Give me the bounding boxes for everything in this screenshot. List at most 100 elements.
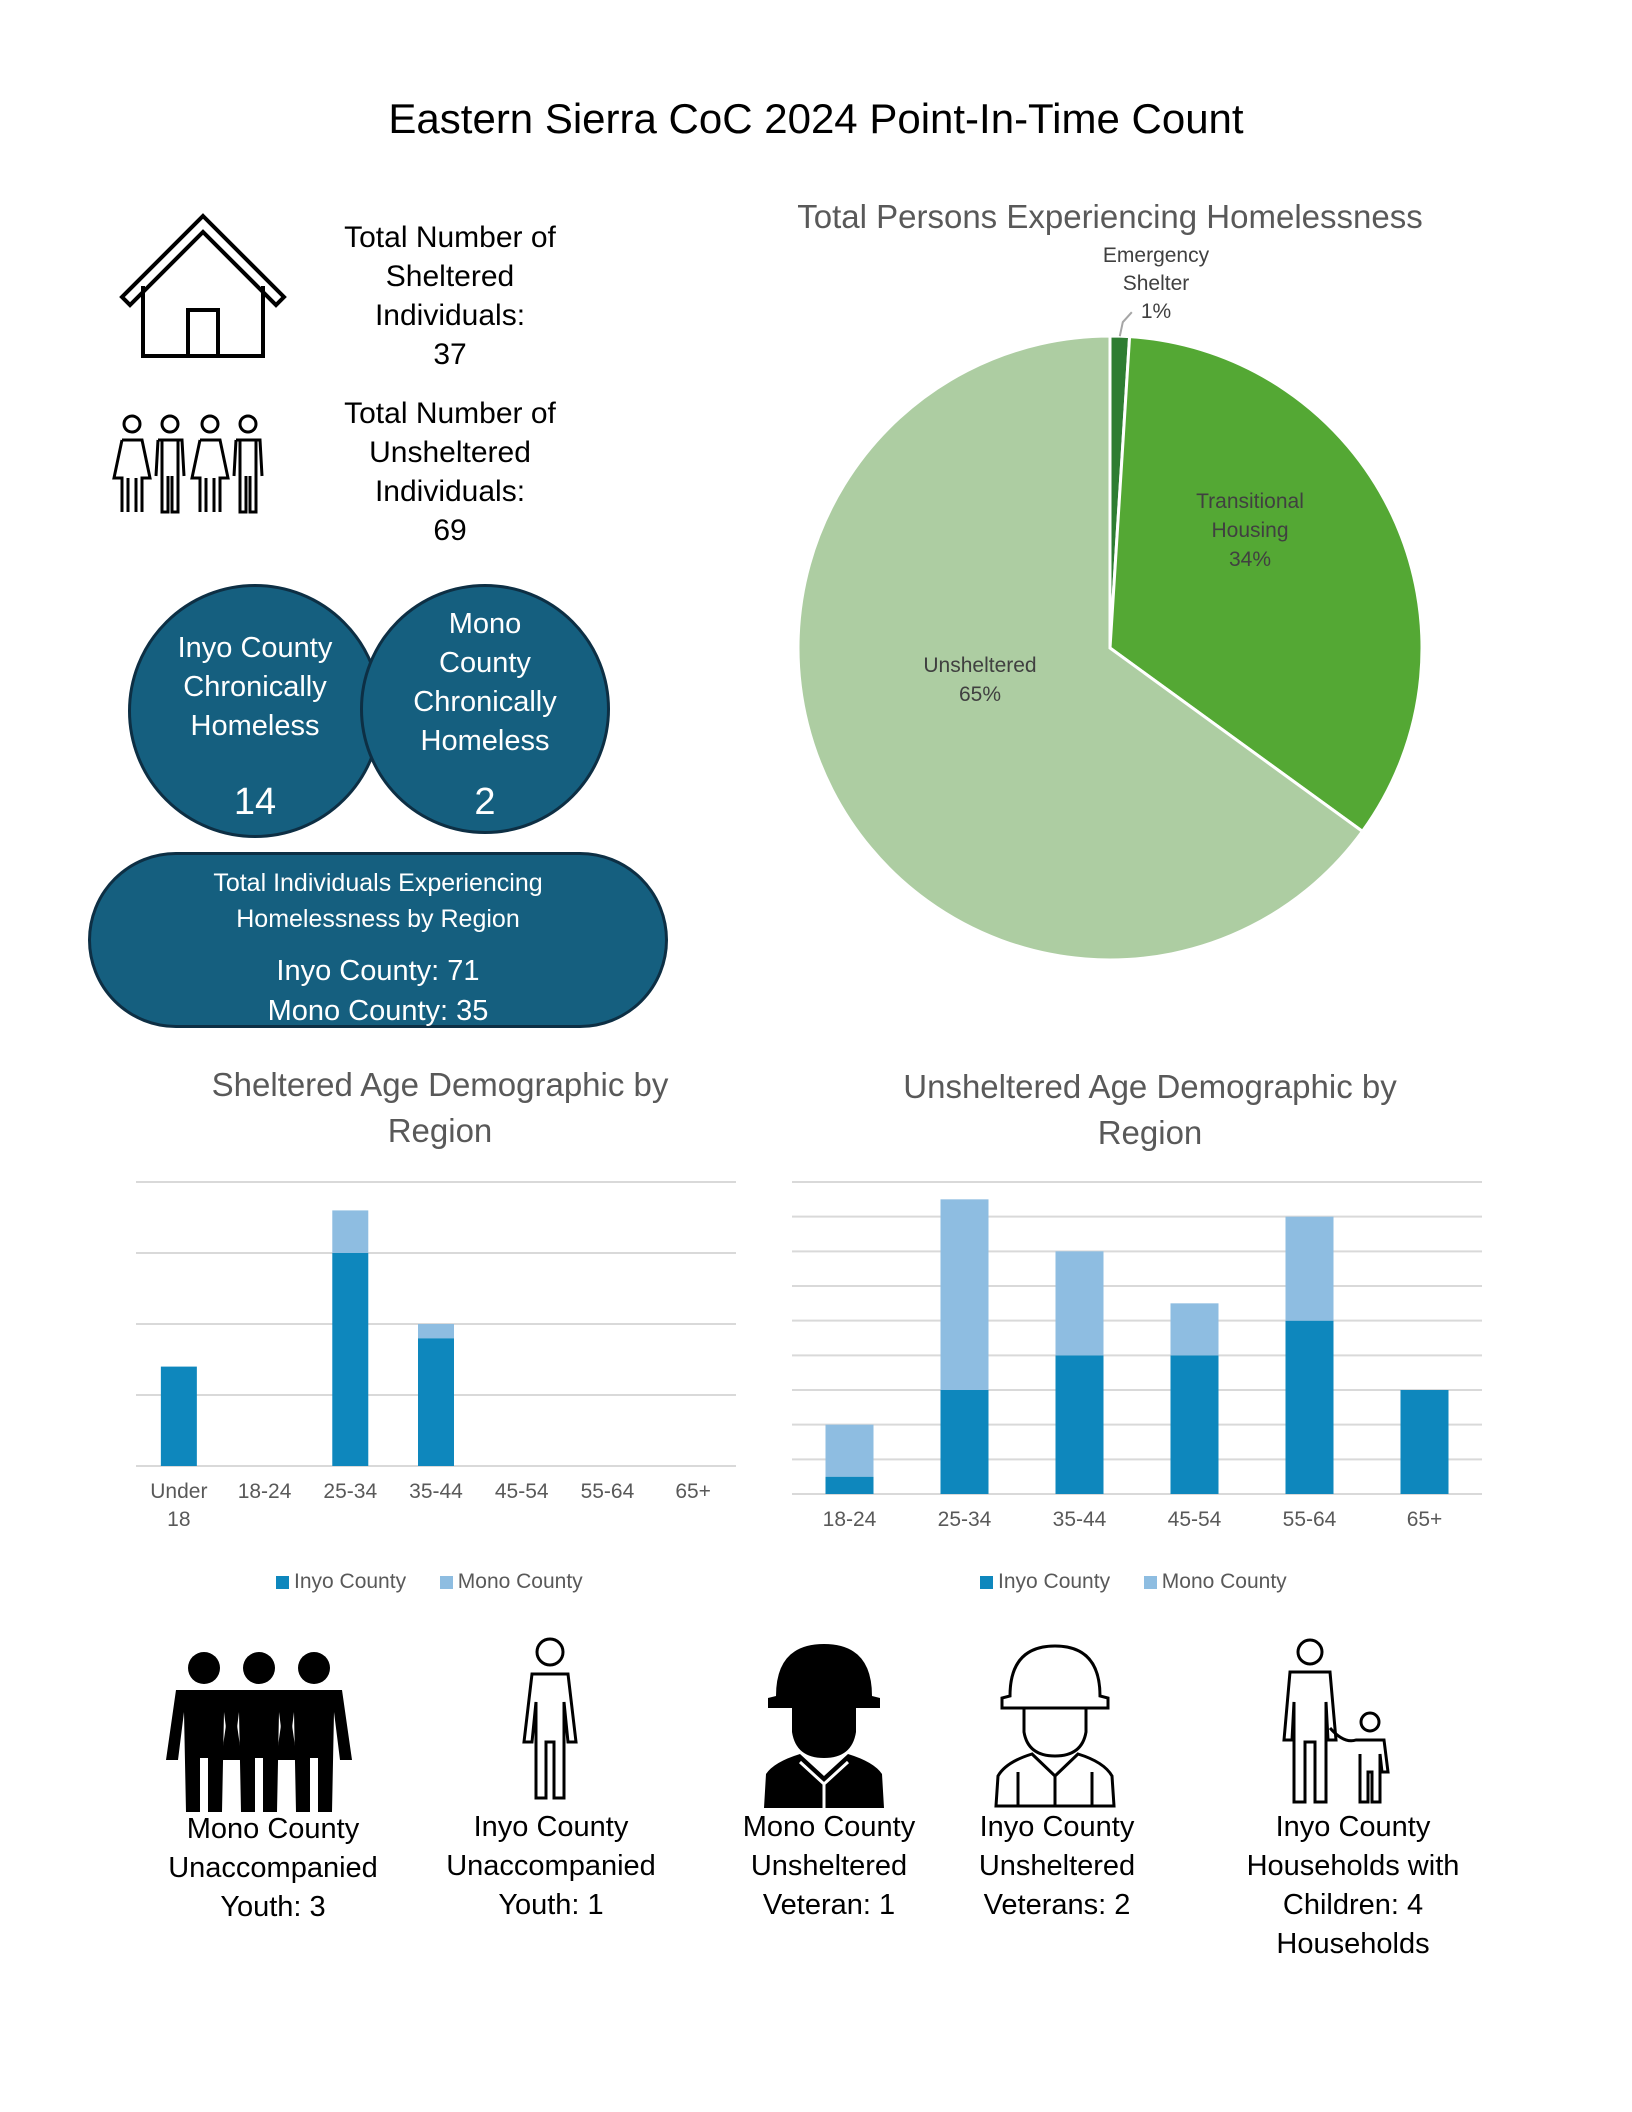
sheltered-chart-title: Sheltered Age Demographic by Region (140, 1062, 740, 1154)
legend-mono-swatch (439, 1576, 453, 1589)
veteran-outline-icon (994, 1644, 1116, 1808)
caption-line: Households with (1246, 1850, 1460, 1882)
sheltered-label-line: Total Number of (344, 221, 556, 254)
unsheltered-label-line: Total Number of (344, 397, 556, 430)
pie-callout-line (1118, 311, 1133, 337)
x-tick-label: 55-64 (1283, 1508, 1337, 1531)
unsheltered-chart-title-line: Unsheltered Age Demographic by (903, 1068, 1397, 1105)
region-heading-line: Homelessness by Region (236, 905, 520, 933)
legend-inyo-swatch (276, 1576, 289, 1589)
region-heading-line: Total Individuals Experiencing (213, 869, 543, 897)
legend-mono-swatch (1143, 1576, 1157, 1589)
caption-line: Veterans: 2 (983, 1889, 1131, 1921)
x-tick-label: 25-34 (323, 1480, 377, 1503)
mono-chronic-label: Chronically (413, 686, 557, 718)
pie-slice-label: Housing (1211, 519, 1288, 542)
unsheltered-chart-title: Unsheltered Age Demographic by Region (840, 1064, 1460, 1156)
pie-slice-label: 34% (1229, 548, 1271, 571)
caption-line: Unaccompanied (446, 1850, 656, 1882)
unsheltered-value: 69 (433, 514, 467, 547)
x-tick-label: 45-54 (495, 1480, 549, 1503)
caption-line: Mono County (186, 1813, 360, 1845)
x-tick-label: 55-64 (581, 1480, 635, 1503)
inyo-chronic-circle: Inyo County Chronically Homeless 14 (128, 584, 382, 838)
legend-mono-label: Mono County (457, 1570, 583, 1593)
x-tick-label: 18-24 (238, 1480, 292, 1503)
bar-segment (940, 1199, 989, 1390)
mono-chronic-value: 2 (474, 781, 496, 823)
region-inyo-total: Inyo County: 71 (276, 955, 480, 987)
sheltered-chart-title-line: Region (387, 1112, 493, 1149)
bar-segment (332, 1253, 369, 1466)
bar-segment (1170, 1355, 1219, 1494)
bar-segment (1285, 1320, 1334, 1494)
sheltered-legend: Inyo County Mono County (276, 1570, 583, 1594)
bar-segment (1055, 1355, 1104, 1494)
x-tick-label: 35-44 (409, 1480, 463, 1503)
caption-line: Inyo County (979, 1811, 1135, 1843)
x-tick-label: 65+ (675, 1480, 711, 1503)
caption-line: Inyo County (473, 1811, 629, 1843)
x-tick-label: 35-44 (1053, 1508, 1107, 1531)
region-totals-pill: Total Individuals Experiencing Homelessn… (88, 852, 668, 1028)
sheltered-value: 37 (433, 338, 467, 371)
mono-chronic-label: County (439, 647, 531, 679)
bar-segment (940, 1390, 989, 1494)
unsheltered-legend: Inyo County Mono County (980, 1570, 1287, 1594)
bar-segment (825, 1476, 874, 1494)
mono-veteran-caption: Mono County Unsheltered Veteran: 1 (694, 1808, 964, 1925)
youth-icon (522, 1637, 578, 1800)
house-icon (119, 213, 287, 358)
pie-slice-label: Emergency (1103, 244, 1210, 267)
legend-inyo-swatch (980, 1576, 993, 1589)
sheltered-label-line: Sheltered (385, 260, 515, 293)
inyo-chronic-label: Homeless (190, 710, 320, 742)
bar-segment (1055, 1251, 1104, 1356)
pie-slice-label: Unsheltered (923, 654, 1036, 677)
mono-chronic-circle: Mono County Chronically Homeless 2 (360, 584, 610, 834)
inyo-youth-caption: Inyo County Unaccompanied Youth: 1 (416, 1808, 686, 1925)
x-tick-label: 45-54 (1168, 1508, 1222, 1531)
inyo-chronic-value: 14 (233, 781, 277, 823)
caption-line: Mono County (742, 1811, 916, 1843)
pie-slice-label: 65% (959, 683, 1001, 706)
pie-slice (796, 334, 1365, 962)
bar-segment (825, 1424, 874, 1477)
unsheltered-bar-chart: 18-24 25-34 35-44 45-54 55-64 65+ (792, 1181, 1482, 1531)
bar-segment (160, 1366, 197, 1466)
inyo-chronic-label: Inyo County (177, 632, 333, 664)
caption-line: Inyo County (1275, 1811, 1431, 1843)
pie-slice-label: 1% (1141, 300, 1171, 323)
legend-mono-label: Mono County (1161, 1570, 1287, 1593)
bar-segment (1170, 1303, 1219, 1356)
caption-line: Youth: 3 (220, 1891, 326, 1923)
region-mono-total: Mono County: 35 (267, 995, 489, 1027)
x-tick-label: 18 (167, 1508, 190, 1531)
pie-chart: Emergency Shelter 1% Transitional Housing 34%… (796, 244, 1424, 962)
unsheltered-label-line: Individuals: (374, 475, 526, 508)
legend-inyo-label: Inyo County (294, 1570, 407, 1593)
x-tick-label: Under (150, 1480, 207, 1503)
inyo-households-caption: Inyo County Households with Children: 4 … (1208, 1808, 1498, 1964)
bar-segment (332, 1210, 369, 1253)
sheltered-chart-title-line: Sheltered Age Demographic by (211, 1066, 669, 1103)
unsheltered-chart-title-line: Region (1097, 1114, 1203, 1151)
x-tick-label: 25-34 (938, 1508, 992, 1531)
pie-slice-label: Transitional (1196, 490, 1304, 513)
veteran-filled-icon (764, 1644, 884, 1808)
inyo-veteran-caption: Inyo County Unsheltered Veterans: 2 (922, 1808, 1192, 1925)
bar-segment (418, 1324, 454, 1339)
sheltered-bar-chart: Under 18 18-24 25-34 35-44 45-54 55-64 65+ (136, 1181, 736, 1531)
mono-chronic-label: Homeless (420, 725, 550, 757)
sheltered-label-line: Individuals: (374, 299, 526, 332)
caption-line: Youth: 1 (498, 1889, 604, 1921)
unsheltered-stat: Total Number of Unsheltered Individuals:… (320, 394, 580, 550)
x-tick-label: 18-24 (823, 1508, 877, 1531)
bar-segment (1400, 1390, 1449, 1494)
youth-group-icon (166, 1652, 352, 1812)
sheltered-stat: Total Number of Sheltered Individuals: 3… (320, 218, 580, 374)
caption-line: Children: 4 (1282, 1889, 1424, 1921)
caption-line: Veteran: 1 (762, 1889, 896, 1921)
pie-slice (1108, 335, 1424, 834)
people-group-icon (112, 414, 264, 514)
